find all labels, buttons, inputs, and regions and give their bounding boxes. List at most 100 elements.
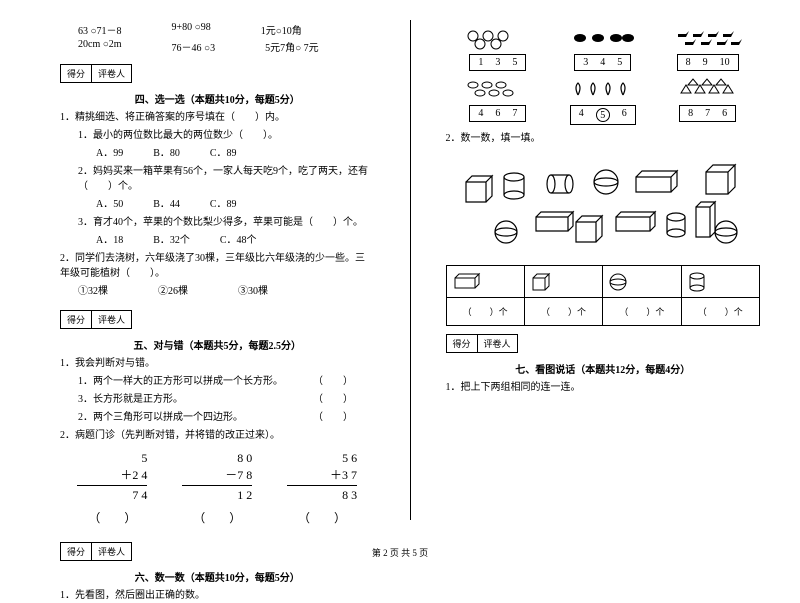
nB0: 3 [583,57,588,68]
nF1: 7 [705,108,710,119]
peaches-icon: 4 5 6 [568,77,638,125]
comparison-row-2: 20cm ○2m 76－46 ○3 5元7角○ 7元 [60,39,375,54]
nE2: 6 [622,108,627,122]
q7-1: 1．把上下两组相同的连一连。 [446,380,761,395]
mushrooms-icon: 3 4 5 [568,26,638,71]
q5-2: 2．病题门诊（先判断对错，并将错的改正过来）。 [60,428,375,443]
q5-1-3: 2．两个三角形可以拼成一个四边形。 （ ） [60,410,375,425]
fill-2: （ ）个 [524,298,602,326]
q4-1-2: 2．妈妈买来一箱苹果有56个，一家人每天吃9个，吃了两天，还有（ ）个。 [60,164,375,194]
m1p: （ ） [77,509,147,526]
math-problems: 5 ＋2 4 7 4 （ ） 8 0 －7 8 1 2 （ ） 5 6 ＋3 7… [60,451,375,526]
fish-icon: 8 9 10 [673,26,743,71]
comparison-row-1: 63 ○71－8 9+80 ○98 1元○10角 [60,22,375,37]
num-box-d: 4 6 7 [469,105,526,122]
q4-2: 2．同学们去浇树，六年级浇了30棵，三年级比六年级浇的少一些。三年级可能植树（ … [60,251,375,281]
nE0: 4 [579,108,584,122]
m3c: 8 3 [287,488,357,503]
nD2: 7 [512,108,517,119]
nB2: 5 [617,57,622,68]
math-col-2: 8 0 －7 8 1 2 （ ） [182,451,252,526]
m1a: 5 [77,451,147,466]
q4-1-1o: A．99 B．80 C．89 [60,146,375,161]
q4-1-3o: A．18 B．32个 C．48个 [60,233,375,248]
page-footer: 第 2 页 共 5 页 [0,546,800,559]
fill-3: （ ）个 [603,298,681,326]
fill-4: （ ）个 [681,298,759,326]
q4-1-1: 1．最小的两位数比最大的两位数少（ ）。 [60,128,375,143]
section-7-title: 七、看图说话（本题共12分，每题4分） [446,361,761,376]
m1c: 7 4 [77,488,147,503]
shape-count-table: （ ）个 （ ）个 （ ）个 （ ）个 [446,265,761,326]
nE1: 5 [596,108,610,122]
nF2: 6 [722,108,727,119]
left-column: 63 ○71－8 9+80 ○98 1元○10角 20cm ○2m 76－46 … [60,20,375,520]
cuboid-icon [446,266,524,298]
nB1: 4 [600,57,605,68]
flowers-icon: 1 3 5 [463,26,533,71]
comp-2-2: 76－46 ○3 [172,39,216,54]
q-count-shapes: 2．数一数，填一填。 [446,131,761,146]
comp-1-1: 63 ○71－8 [78,22,122,37]
section-6-title: 六、数一数（本题共10分，每题5分） [60,569,375,584]
num-box-b: 3 4 5 [574,54,631,71]
m1b: ＋2 4 [77,466,147,483]
picture-row-2: 4 6 7 4 5 6 8 7 6 [446,77,761,125]
m3a: 5 6 [287,451,357,466]
shapes-area [446,152,761,257]
num-box-f: 8 7 6 [679,105,736,122]
q4-1-3: 3．育才40个，苹果的个数比梨少得多，苹果可能是（ ）个。 [60,215,375,230]
score-box-5: 得分 评卷人 [60,310,132,329]
score-label: 得分 [61,65,92,82]
fill-1: （ ）个 [446,298,524,326]
q5-1: 1．我会判断对与错。 [60,356,375,371]
grader-label: 评卷人 [478,335,517,352]
nD1: 6 [495,108,500,119]
nC0: 8 [686,57,691,68]
score-box-7: 得分 评卷人 [446,334,518,353]
math-col-3: 5 6 ＋3 7 8 3 （ ） [287,451,357,526]
num-box-a: 1 3 5 [469,54,526,71]
score-label: 得分 [61,311,92,328]
q4-1: 1．精挑细选、将正确答案的序号填在（ ）内。 [60,110,375,125]
math-line [287,485,357,486]
picture-row-1: 1 3 5 3 4 5 8 9 10 [446,26,761,71]
grader-label: 评卷人 [92,65,131,82]
m2b: －7 8 [182,466,252,483]
cube-icon [524,266,602,298]
m2p: （ ） [182,509,252,526]
section-5-title: 五、对与错（本题共5分，每题2.5分） [60,337,375,352]
triangles-icon: 8 7 6 [673,77,743,125]
leaves-icon: 4 6 7 [463,77,533,125]
column-divider [410,20,411,520]
section-4-title: 四、选一选（本题共10分，每题5分） [60,91,375,106]
cylinder-icon [681,266,759,298]
comp-1-3: 1元○10角 [261,22,302,37]
q4-2o: ①32棵 ②26棵 ③30棵 [60,284,375,299]
score-box-4: 得分 评卷人 [60,64,132,83]
nF0: 8 [688,108,693,119]
m3b: ＋3 7 [287,466,357,483]
q6-1: 1．先看图，然后圈出正确的数。 [60,588,375,603]
math-col-1: 5 ＋2 4 7 4 （ ） [77,451,147,526]
nA2: 5 [512,57,517,68]
math-line [77,485,147,486]
right-column: 1 3 5 3 4 5 8 9 10 [446,20,761,520]
nD0: 4 [478,108,483,119]
nA0: 1 [478,57,483,68]
comp-1-2: 9+80 ○98 [172,22,211,37]
num-box-e: 4 5 6 [570,105,636,125]
comp-2-3: 5元7角○ 7元 [265,39,319,54]
q4-1-2o: A．50 B．44 C．89 [60,197,375,212]
nC2: 10 [720,57,730,68]
score-label: 得分 [447,335,478,352]
sphere-icon [603,266,681,298]
num-box-c: 8 9 10 [677,54,739,71]
nA1: 3 [495,57,500,68]
m2c: 1 2 [182,488,252,503]
q5-1-1: 1．两个一样大的正方形可以拼成一个长方形。 （ ） [60,374,375,389]
nC1: 9 [703,57,708,68]
q5-1-2: 3．长方形就是正方形。 （ ） [60,392,375,407]
comp-2-1: 20cm ○2m [78,39,122,54]
m3p: （ ） [287,509,357,526]
